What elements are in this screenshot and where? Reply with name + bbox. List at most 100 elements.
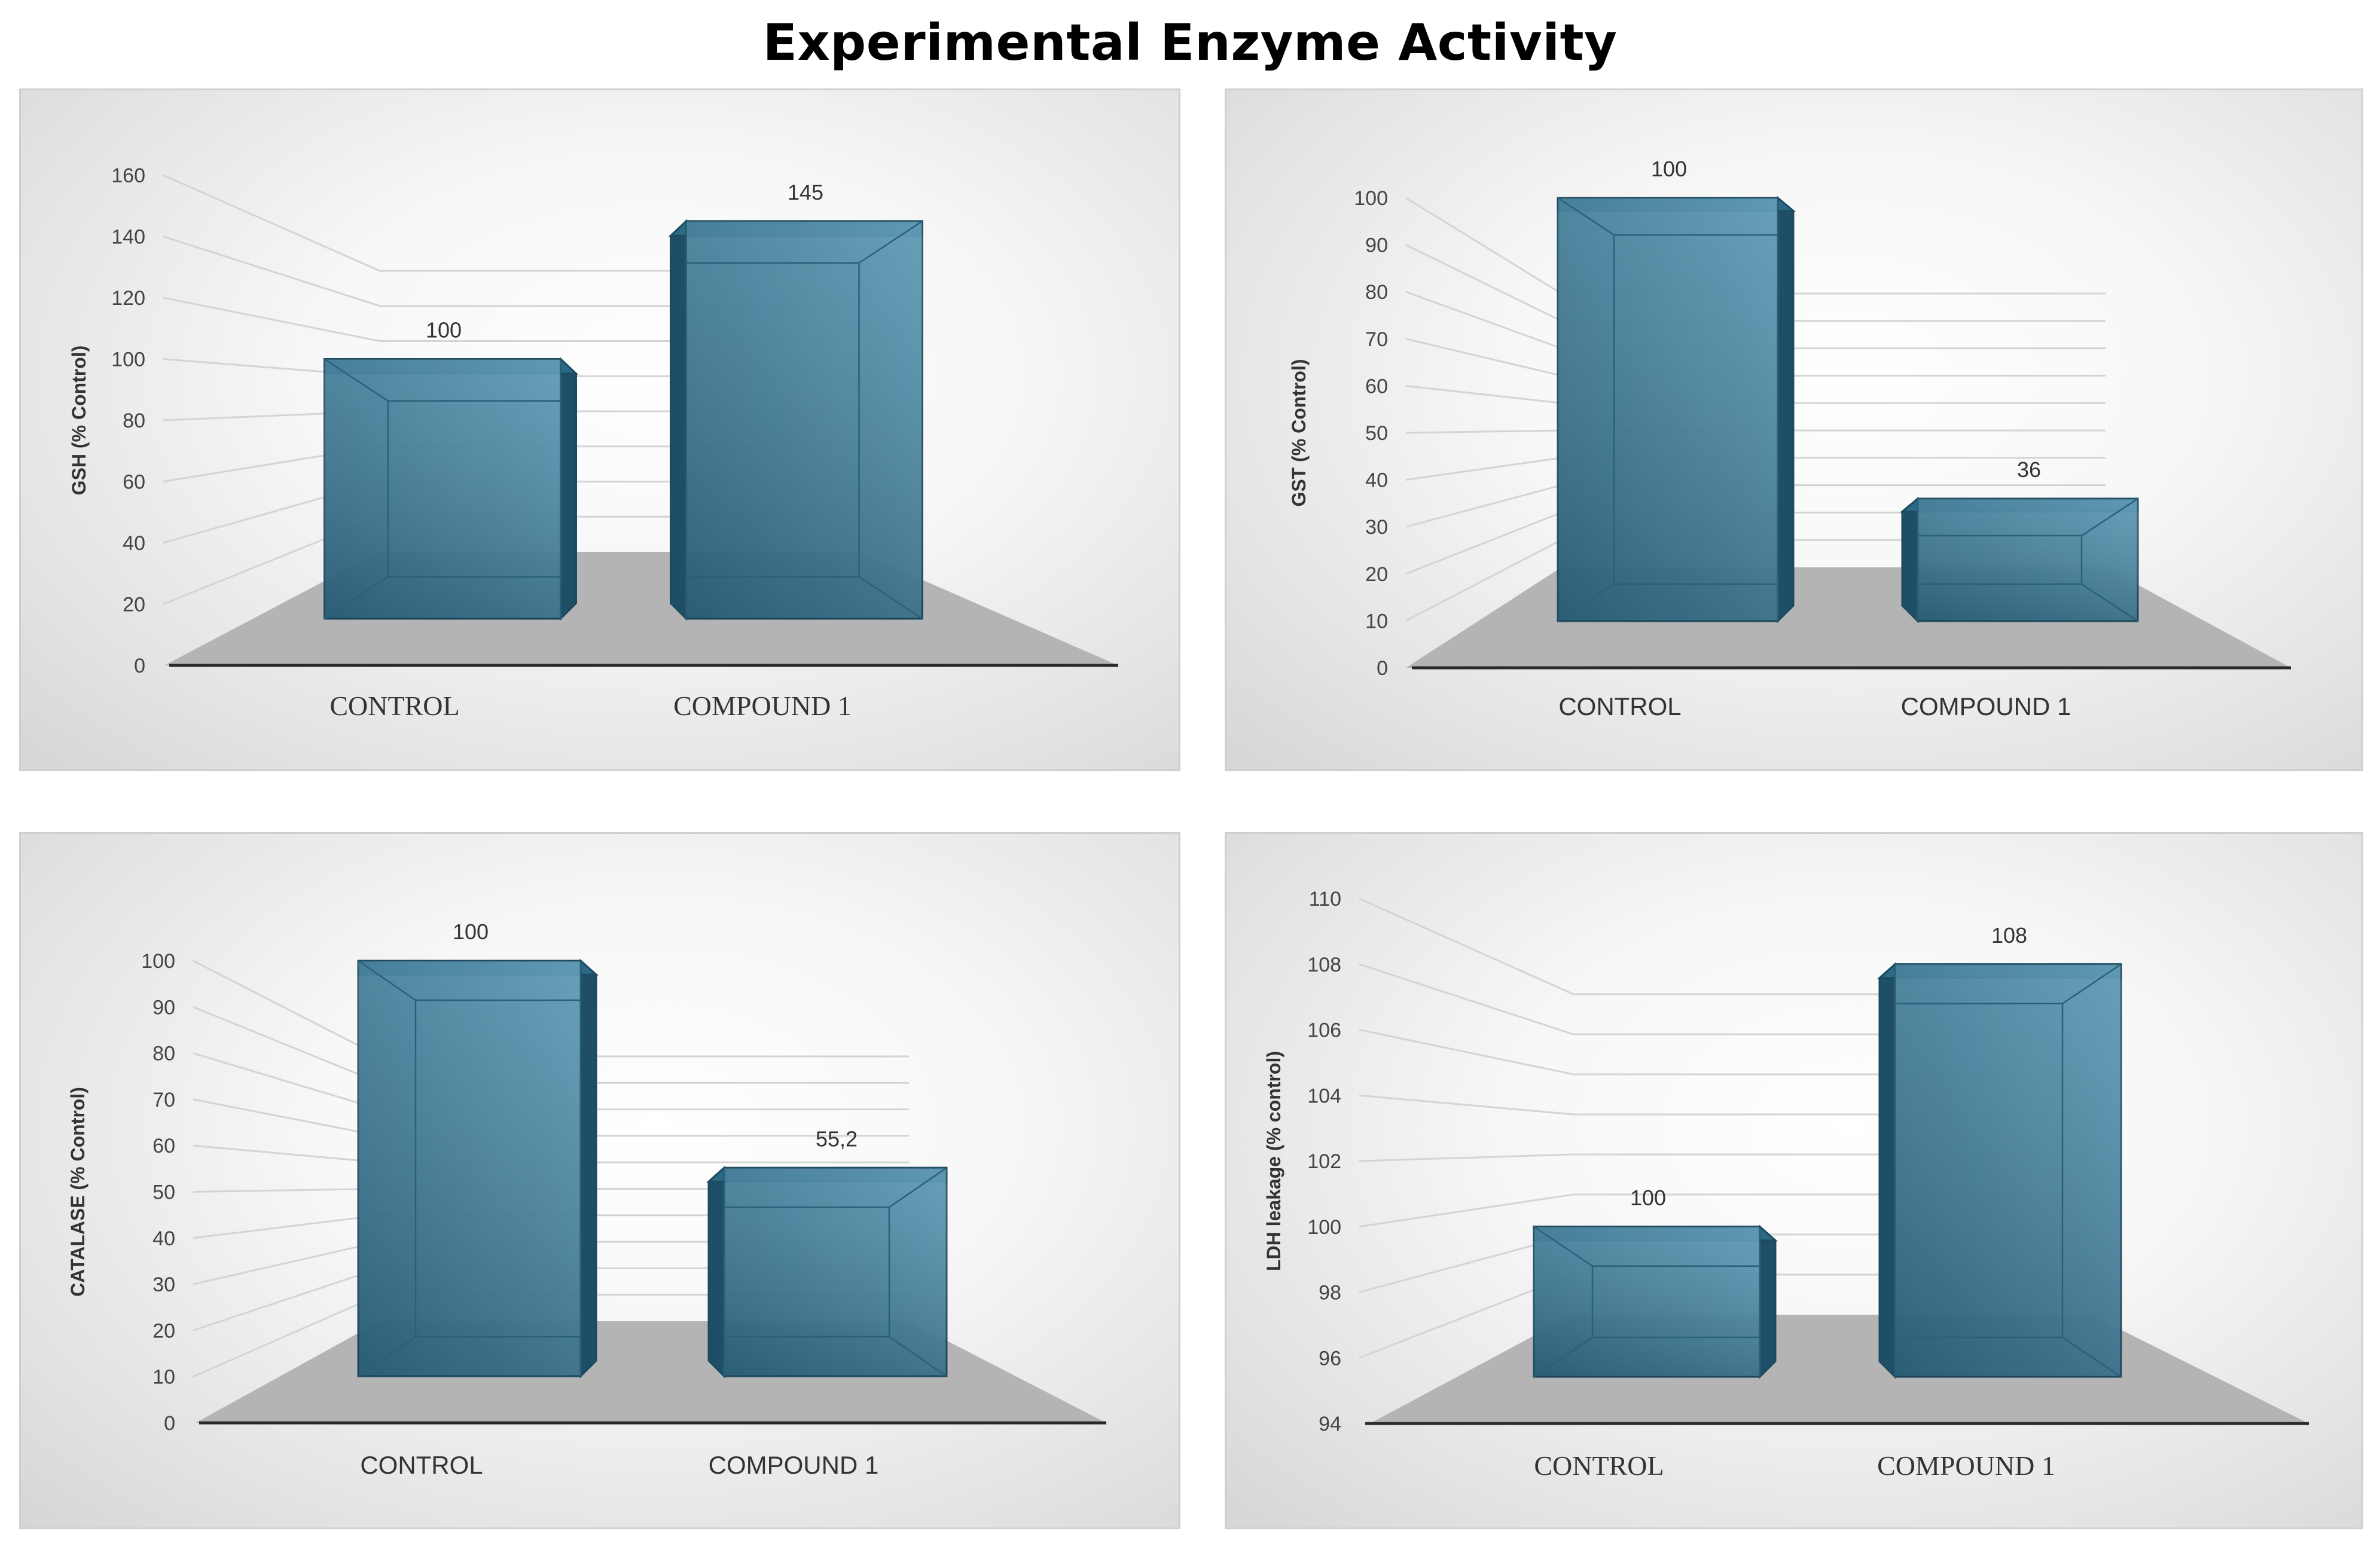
catalase-bar-edge — [889, 1167, 947, 1208]
ldh-bar-side — [1759, 1224, 1777, 1379]
gst-ytick-label: 10 — [1365, 610, 1388, 633]
gst-ytick-label: 30 — [1365, 516, 1388, 539]
ldh-bar-0 — [1533, 1224, 1778, 1379]
gsh-ytick-label: 120 — [111, 287, 145, 310]
gst-bar-shade — [1558, 198, 1778, 621]
catalase-bar-1 — [706, 1165, 948, 1379]
gsh-chart: 0 20 40 60 80 100 120 140 160 GSH (% Control) 100 C… — [68, 164, 1118, 721]
gsh-category-label: CONTROL — [329, 691, 459, 721]
catalase-bar-edge — [358, 960, 416, 1001]
catalase-y-axis-label: CATALASE (% Control) — [67, 1087, 89, 1297]
gst-bar-1 — [1899, 496, 2139, 624]
catalase-data-label: 100 — [453, 919, 489, 944]
figure-title: Experimental Enzyme Activity — [762, 13, 1618, 72]
catalase-bar-side — [707, 1165, 725, 1379]
catalase-ytick-label: 0 — [164, 1412, 175, 1435]
gsh-bar-edge — [324, 358, 389, 402]
gst-ytick-label: 70 — [1365, 328, 1388, 351]
catalase-bar-0 — [357, 958, 599, 1379]
gsh-ytick-label: 20 — [123, 594, 145, 616]
gsh-bar-edge — [858, 220, 923, 264]
gst-ytick-label: 90 — [1365, 234, 1388, 257]
catalase-bar-edge — [889, 1336, 947, 1377]
ldh-data-label: 108 — [1991, 923, 2027, 948]
gst-bar-side — [1777, 195, 1795, 624]
gst-chart-panel: 0 10 20 30 40 50 60 70 80 90 100 GST (% Control) 100… — [1225, 88, 2363, 771]
ldh-ytick-label: 96 — [1319, 1347, 1341, 1370]
gsh-ytick-label: 100 — [111, 349, 145, 371]
ldh-ytick-label: 102 — [1307, 1150, 1341, 1173]
catalase-bar-shade — [358, 961, 581, 1376]
ldh-ytick-label: 98 — [1319, 1282, 1341, 1305]
ldh-ytick-label: 110 — [1309, 888, 1341, 911]
gsh-data-label: 100 — [426, 318, 462, 343]
catalase-category-label: CONTROL — [360, 1451, 483, 1479]
gsh-data-label: 145 — [788, 180, 823, 204]
catalase-ytick-label: 100 — [141, 950, 175, 973]
gsh-ytick-label: 60 — [123, 471, 145, 494]
catalase-bar-side — [579, 958, 597, 1379]
catalase-ytick-label: 10 — [152, 1366, 175, 1389]
gsh-bar-shade — [324, 359, 561, 619]
ldh-data-label: 100 — [1630, 1186, 1666, 1210]
gst-y-axis-label: GST (% Control) — [1288, 359, 1310, 506]
gst-data-label: 36 — [2017, 457, 2041, 482]
gst-floor — [1406, 567, 2291, 668]
catalase-ytick-label: 20 — [152, 1319, 175, 1342]
ldh-bar-edge — [2062, 1336, 2122, 1378]
gst-ytick-label: 60 — [1365, 375, 1388, 398]
catalase-ytick-label: 90 — [152, 996, 175, 1019]
gsh-bar-side — [560, 357, 577, 621]
ldh-floor — [1370, 1315, 2309, 1423]
catalase-chart: 0 10 20 30 40 50 60 70 80 90 100 CATALASE (% Contro… — [67, 919, 1106, 1479]
gst-bar-shade — [1918, 499, 2138, 621]
ldh-bar-side — [1878, 962, 1896, 1379]
ldh-bar-shade — [1895, 964, 2121, 1377]
ldh-bar-edge — [1533, 1226, 1593, 1267]
catalase-ytick-label: 30 — [152, 1273, 175, 1296]
gst-data-label: 100 — [1651, 157, 1687, 181]
gst-category-label: CONTROL — [1558, 692, 1681, 720]
ldh-bar-edge — [2062, 963, 2122, 1004]
gst-category-label: COMPOUND 1 — [1901, 692, 2071, 720]
gst-bar-0 — [1557, 195, 1796, 624]
gsh-bar-edge — [858, 576, 923, 620]
catalase-ytick-label: 50 — [152, 1181, 175, 1204]
catalase-chart-panel: 0 10 20 30 40 50 60 70 80 90 100 CATALASE (% Contro… — [19, 832, 1180, 1529]
gsh-bar-1 — [668, 219, 923, 621]
gsh-ytick-label: 0 — [134, 655, 145, 677]
ldh-ytick-label: 100 — [1307, 1216, 1341, 1239]
gst-ytick-label: 40 — [1365, 469, 1388, 492]
ldh-ytick-label: 108 — [1307, 954, 1341, 976]
ldh-ytick-label: 106 — [1307, 1019, 1341, 1042]
gst-bar-edge — [2081, 583, 2138, 622]
ldh-chart-panel: 94 96 98 100 102 104 106 108 110 LDH leakage (% c… — [1225, 832, 2363, 1529]
ldh-y-axis-label: LDH leakage (% control) — [1263, 1051, 1284, 1271]
gsh-y-axis-label: GSH (% Control) — [68, 346, 90, 496]
catalase-data-label: 55,2 — [816, 1126, 858, 1151]
gsh-ytick-label: 40 — [123, 532, 145, 555]
gst-bar-edge — [1557, 197, 1615, 236]
gsh-floor — [164, 552, 1118, 665]
catalase-floor — [196, 1321, 1106, 1423]
gsh-bar-shade — [686, 221, 923, 619]
gst-bar-side — [1901, 496, 1919, 624]
ldh-bar-1 — [1877, 962, 2122, 1379]
catalase-bar-edge — [358, 1336, 416, 1377]
ldh-category-label: CONTROL — [1534, 1450, 1664, 1481]
ldh-ytick-label: 104 — [1307, 1084, 1341, 1107]
gsh-ytick-label: 160 — [111, 164, 145, 187]
gsh-chart-panel: 0 20 40 60 80 100 120 140 160 GSH (% Control) 100 C… — [19, 88, 1180, 771]
ldh-bar-edge — [1533, 1336, 1593, 1378]
gst-ytick-label: 80 — [1365, 281, 1388, 304]
gsh-bar-0 — [324, 357, 579, 621]
gst-ytick-label: 50 — [1365, 422, 1388, 445]
ldh-category-label: COMPOUND 1 — [1877, 1450, 2055, 1481]
gsh-ytick-label: 80 — [123, 410, 145, 432]
gst-ytick-label: 100 — [1354, 187, 1388, 210]
ldh-ytick-label: 94 — [1319, 1413, 1341, 1435]
catalase-ytick-label: 60 — [152, 1135, 175, 1157]
catalase-ytick-label: 70 — [152, 1089, 175, 1111]
gst-ytick-label: 0 — [1377, 657, 1388, 680]
catalase-category-label: COMPOUND 1 — [709, 1451, 879, 1479]
